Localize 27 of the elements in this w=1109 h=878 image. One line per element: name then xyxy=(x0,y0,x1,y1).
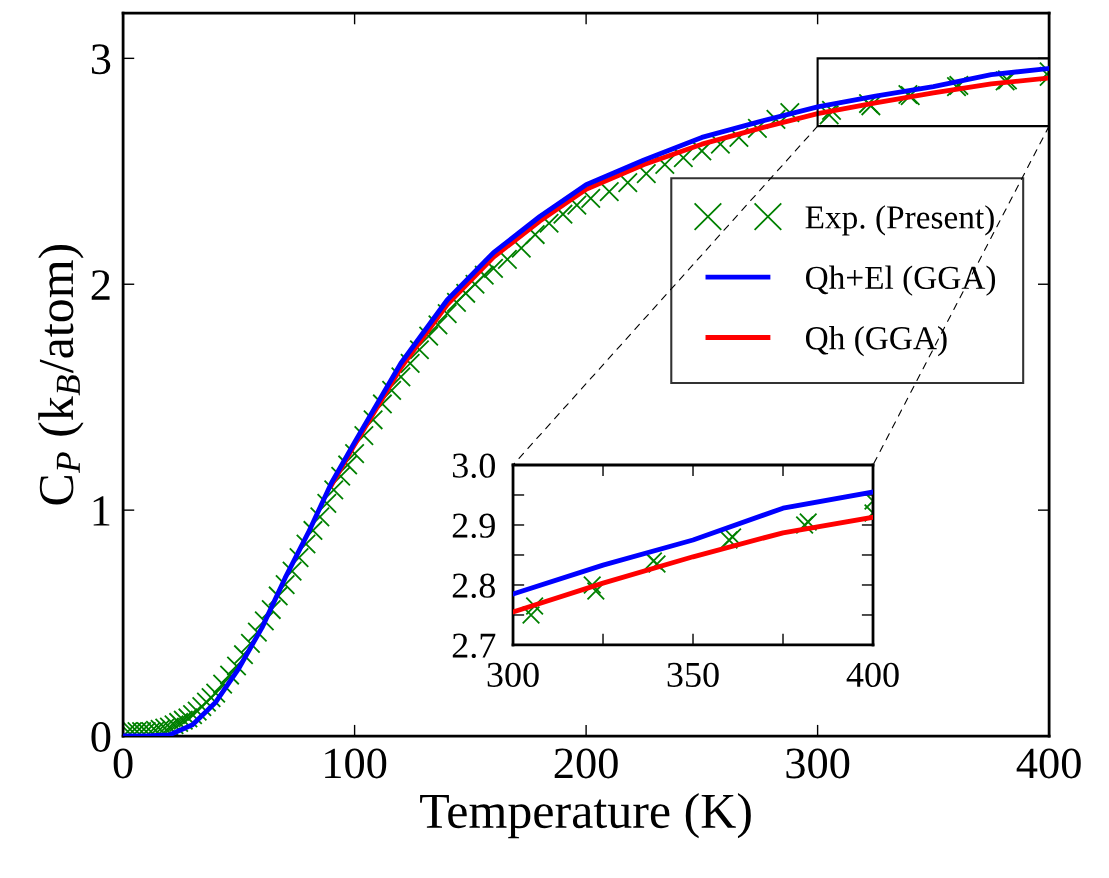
line-series xyxy=(513,489,874,597)
legend-label: Qh (GGA) xyxy=(805,326,947,357)
point xyxy=(798,512,818,532)
y-tick-label: 3 xyxy=(91,44,111,75)
x-tick-label: 350 xyxy=(667,662,719,688)
point xyxy=(525,596,544,616)
legend-label: Exp. (Present) xyxy=(805,205,994,236)
y-tick-label: 2.8 xyxy=(452,573,495,599)
line-series xyxy=(513,514,874,615)
x-tick-label: 200 xyxy=(554,748,618,779)
point xyxy=(583,575,602,595)
x-tick-label: 0 xyxy=(113,748,133,779)
legend-label: Qh+El (GGA) xyxy=(805,265,996,296)
x-tick-label: 300 xyxy=(487,662,539,688)
x-tick-label: 400 xyxy=(846,662,899,688)
y-tick-label: 2.9 xyxy=(452,513,495,539)
y-tick-label: 3.0 xyxy=(452,453,495,479)
y-axis-title: C$_{P}$ (k$_{B}$/atom) xyxy=(38,244,84,505)
x-tick-label: 100 xyxy=(325,748,387,779)
y-tick-label: 2 xyxy=(91,270,110,300)
point xyxy=(647,554,667,574)
x-axis-title: Temperature (K) xyxy=(420,793,751,839)
y-tick-label: 2.7 xyxy=(452,633,496,659)
y-tick-label: 0 xyxy=(91,721,111,752)
x-tick-label: 400 xyxy=(1016,748,1081,779)
x-tick-label: 300 xyxy=(786,748,850,779)
y-tick-label: 1 xyxy=(93,496,110,526)
